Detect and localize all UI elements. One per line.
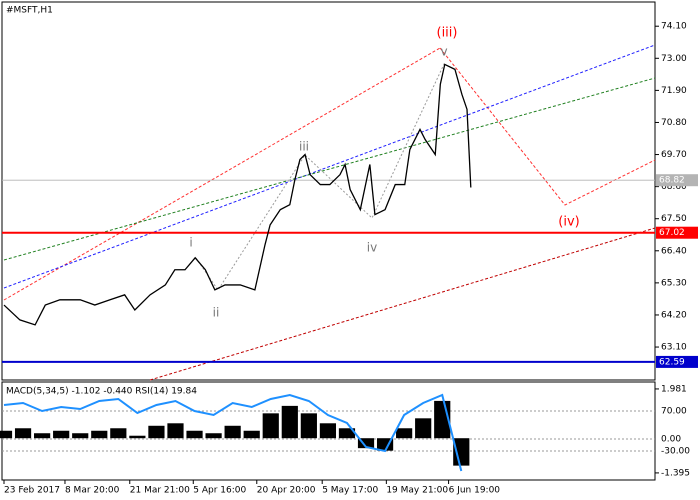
x-tick-label: 20 Apr 20:00 (257, 486, 316, 496)
x-tick-label: 5 Apr 16:00 (193, 486, 246, 496)
price-pane (1, 1, 656, 381)
symbol-title: #MSFT,H1 (6, 6, 53, 16)
y-tick-label: 63.10 (661, 343, 687, 353)
y-tick-label: 66.40 (661, 246, 687, 256)
indicator-title: MACD(5,34,5) -1.102 -0.440 RSI(14) 19.84 (6, 387, 197, 397)
y-tick-label: 70.80 (661, 118, 687, 128)
level-label: 68.82 (659, 176, 685, 186)
level-label: 67.02 (659, 228, 685, 238)
channel-line (149, 227, 656, 381)
y-tick-label: 73.00 (661, 54, 687, 64)
rsi-line (3, 393, 463, 472)
wave-label: i (189, 236, 192, 250)
macd-bar (300, 413, 317, 439)
wave-label: (iii) (437, 26, 458, 41)
wave-label: v (440, 45, 447, 59)
y-tick-label: 69.70 (661, 150, 687, 160)
y-tick-label: 1.981 (661, 384, 687, 394)
macd-bar (72, 433, 89, 439)
macd-bar (148, 425, 165, 439)
x-tick-label: 5 May 17:00 (322, 486, 378, 496)
y-tick-label: 71.90 (661, 86, 687, 96)
macd-bar (91, 430, 108, 439)
macd-bar (338, 428, 356, 439)
macd-bar (167, 423, 184, 439)
macd-bar (415, 418, 432, 439)
x-tick-label: 19 May 21:00 (386, 486, 448, 496)
macd-bar (53, 430, 70, 439)
level-box (656, 226, 698, 239)
y-tick-label: 64.20 (661, 310, 687, 320)
macd-bar (262, 413, 279, 439)
y-tick-label: 74.10 (661, 22, 687, 32)
y2-tick-label: 0.00 (661, 435, 681, 445)
x-tick-label: 8 Mar 20:00 (65, 486, 120, 496)
x-tick-label: 23 Feb 2017 (4, 486, 60, 496)
macd-bar (224, 425, 241, 439)
macd-bar (34, 433, 51, 439)
wave-label: iii (299, 140, 309, 154)
macd-bar (243, 430, 260, 439)
macd-bar (205, 433, 222, 439)
level-box (656, 355, 698, 368)
y-tick-label: 67.50 (661, 214, 687, 224)
y-tick-label: 65.30 (661, 278, 687, 288)
wave-label: ii (213, 306, 220, 320)
level-box (656, 174, 698, 187)
macd-bar (396, 428, 413, 439)
trend-line (3, 77, 656, 261)
macd-bar (14, 428, 32, 439)
trend-lines (3, 44, 656, 381)
y-tick-label: -1.395 (661, 468, 690, 478)
price-line (3, 63, 472, 326)
level-label: 62.59 (659, 357, 685, 367)
channel-line (3, 47, 441, 301)
macd-bar (110, 428, 127, 439)
y2-tick-label: 70.00 (661, 407, 687, 417)
macd-bar (357, 438, 375, 449)
trend-line (3, 44, 656, 289)
wave-label: iv (367, 241, 377, 255)
forecast-line (439, 47, 656, 206)
macd-bar (319, 423, 337, 439)
x-tick-label: 21 Mar 21:00 (130, 486, 190, 496)
indicator-plot (0, 393, 470, 472)
macd-bar (0, 430, 13, 439)
y-tick-label: 68.60 (661, 182, 687, 192)
macd-bar (186, 430, 203, 439)
macd-bar (129, 435, 146, 439)
x-tick-label: 6 Jun 19:00 (449, 486, 501, 496)
y2-tick-label: -30.00 (661, 447, 690, 457)
macd-bar (281, 405, 298, 439)
wave-label: (iv) (558, 215, 579, 230)
wave-line (195, 61, 446, 291)
